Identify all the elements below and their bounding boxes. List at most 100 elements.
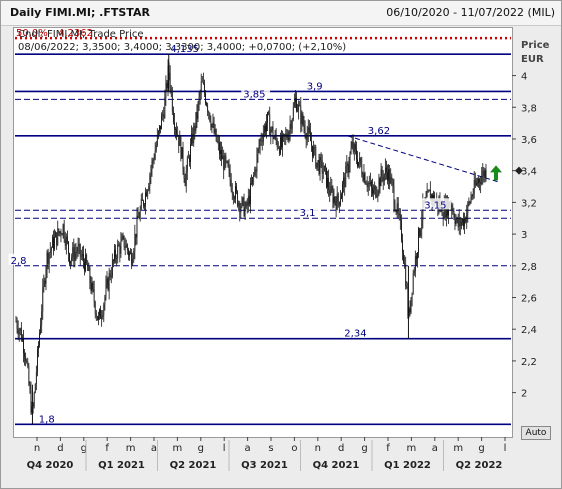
candle-body <box>362 174 364 181</box>
candle-body <box>101 316 103 319</box>
candle-body <box>337 193 339 203</box>
candle-body <box>274 134 276 138</box>
candle-body <box>383 174 385 182</box>
candle-body <box>278 147 280 154</box>
candle-body <box>392 180 394 187</box>
candle-body <box>268 112 270 115</box>
candle-body <box>484 169 486 178</box>
candle-body <box>207 105 209 112</box>
candle-body <box>152 160 154 161</box>
candle-body <box>419 228 421 237</box>
candle-body <box>110 275 112 278</box>
candle-body <box>194 125 196 131</box>
candle-body <box>248 196 250 205</box>
candle-body <box>382 176 384 182</box>
candle-body <box>271 127 273 130</box>
candle-body <box>356 149 357 160</box>
candle-body <box>85 254 86 271</box>
candle-body <box>228 166 230 170</box>
candle-body <box>298 104 300 111</box>
level-label-bg <box>241 87 271 99</box>
candle-body <box>153 159 155 161</box>
candle-body <box>214 129 216 134</box>
y-tick-label: 3,6 <box>521 135 537 146</box>
candle-body <box>39 333 40 346</box>
candle-body <box>202 82 204 84</box>
candle-body <box>326 167 327 188</box>
level-label: 1,8 <box>39 414 55 425</box>
candle-body <box>247 196 249 206</box>
candle-body <box>184 178 186 187</box>
candle-body <box>146 192 148 197</box>
candle-body <box>296 97 297 112</box>
candle-body <box>345 166 347 188</box>
candle-body <box>455 220 457 224</box>
candle-body <box>422 200 424 220</box>
candle-body <box>351 141 353 149</box>
candle-body <box>140 199 142 210</box>
candle-body <box>32 405 34 407</box>
candle-body <box>176 129 177 135</box>
candle-body <box>18 330 20 335</box>
candle-body <box>325 165 326 168</box>
candle-body <box>246 202 248 206</box>
candle-body <box>381 169 383 177</box>
x-quarter-label: Q1 2022 <box>384 460 431 471</box>
candle-body <box>192 133 194 144</box>
candle-body <box>179 136 181 146</box>
candle-body <box>365 183 367 185</box>
candle-body <box>230 180 232 191</box>
candle-body <box>66 236 68 242</box>
candle-body <box>317 160 319 163</box>
candle-body <box>143 200 144 206</box>
candle-body <box>299 104 301 106</box>
candle-body <box>154 150 156 160</box>
auto-scale-button[interactable]: Auto <box>521 426 551 440</box>
candle-body <box>304 127 306 136</box>
candle-body <box>160 125 161 130</box>
candle-body <box>302 114 304 125</box>
candle-body <box>206 103 207 106</box>
candle-body <box>212 122 214 125</box>
candle-body <box>413 270 415 274</box>
candle-body <box>107 278 109 291</box>
candle-body <box>128 250 129 256</box>
level-label-bg <box>422 198 451 210</box>
candle-body <box>177 134 179 137</box>
candle-body <box>119 245 121 254</box>
candle-body <box>307 127 309 134</box>
candle-body <box>260 139 262 141</box>
candle-body <box>269 114 271 136</box>
price-axis-label: Price EUR <box>521 39 549 67</box>
candle-body <box>280 136 281 154</box>
candle-body <box>359 157 361 162</box>
date-range: 06/10/2020 - 11/07/2022 (MIL) <box>386 6 555 19</box>
level-label-bg <box>304 79 328 91</box>
candle-body <box>40 324 42 334</box>
candle-body <box>404 263 406 265</box>
candle-body <box>273 137 275 139</box>
candle-body <box>63 224 65 239</box>
candle-body <box>198 96 200 104</box>
candle-body <box>471 196 473 198</box>
candle-body <box>329 189 331 195</box>
candle-body <box>466 213 468 223</box>
x-month-label: a <box>151 443 157 454</box>
candle-body <box>187 157 189 159</box>
candle-body <box>327 178 328 188</box>
y-tick-label: 3,2 <box>521 198 537 209</box>
candle-body <box>341 194 342 200</box>
candle-body <box>75 252 77 253</box>
candle-body <box>378 178 380 192</box>
candle-body <box>403 252 404 264</box>
x-month-label: l <box>504 443 507 454</box>
candle-body <box>313 146 315 157</box>
candle-body <box>92 282 94 290</box>
level-label: 3,15 <box>424 200 446 211</box>
candle-body <box>87 263 89 271</box>
candle-body <box>416 256 417 260</box>
candle-body <box>171 91 173 112</box>
fib-level-percent: 50,0% <box>16 28 48 39</box>
candle-body <box>389 169 391 184</box>
candle-body <box>41 311 43 325</box>
